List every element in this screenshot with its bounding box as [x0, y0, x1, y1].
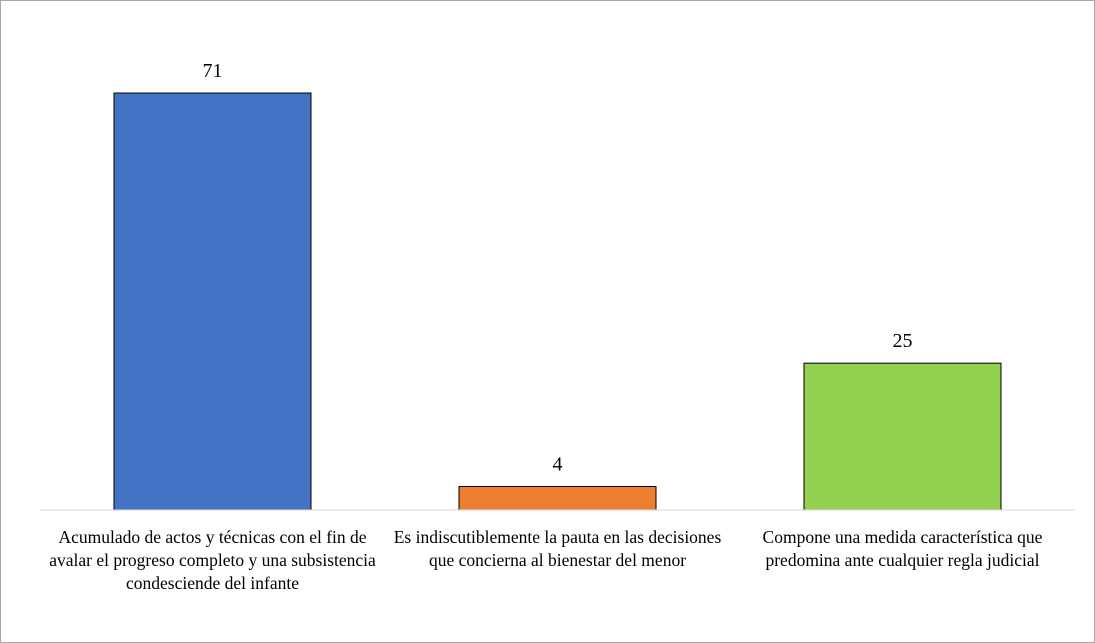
bar [458, 486, 657, 511]
data-label: 4 [553, 454, 563, 476]
x-tick-label: Acumulado de actos y técnicas con el fin… [49, 527, 376, 593]
bar [803, 362, 1002, 511]
x-tick-label: Es indiscutiblemente la pauta en las dec… [393, 527, 722, 570]
data-label: 25 [893, 330, 913, 352]
x-tick-label: Compone una medida característica que pr… [762, 527, 1043, 570]
data-label: 71 [203, 60, 223, 82]
bar [113, 92, 312, 511]
